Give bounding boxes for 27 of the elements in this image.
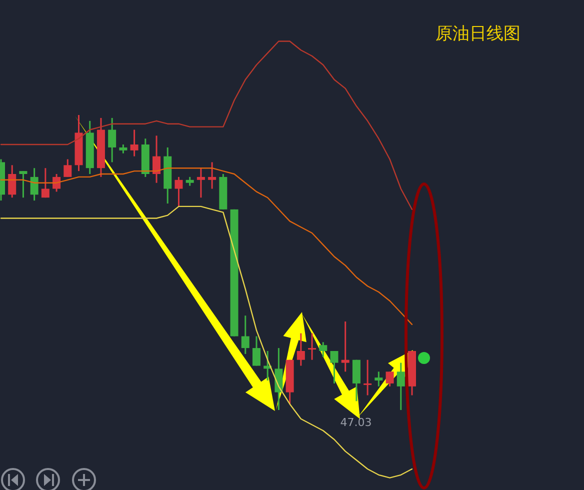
text: 47.03 <box>340 416 372 429</box>
candlestick <box>196 167 205 198</box>
candlestick <box>241 314 250 355</box>
candlestick <box>296 332 305 366</box>
candlestick <box>30 167 38 202</box>
candlestick <box>374 370 383 388</box>
candlestick <box>208 161 216 190</box>
candlestick <box>308 332 316 361</box>
candlestick <box>174 176 183 208</box>
candlestick <box>319 341 328 358</box>
candlestick <box>274 347 283 411</box>
candlestick <box>352 359 360 402</box>
candlestick <box>341 320 350 372</box>
candlestick <box>52 173 61 192</box>
candlestick <box>386 370 394 388</box>
candlestick <box>64 158 72 178</box>
text: 原油日线图 <box>436 24 520 44</box>
candlestick <box>396 362 405 411</box>
candlestick <box>252 336 260 366</box>
candlestick <box>19 170 28 198</box>
candlestick <box>152 134 161 184</box>
candlestick <box>41 167 50 198</box>
candlestick <box>364 359 372 396</box>
candlestick <box>8 164 16 198</box>
candlestick <box>130 129 138 158</box>
candlestick <box>108 117 116 163</box>
candlestick <box>330 350 338 384</box>
